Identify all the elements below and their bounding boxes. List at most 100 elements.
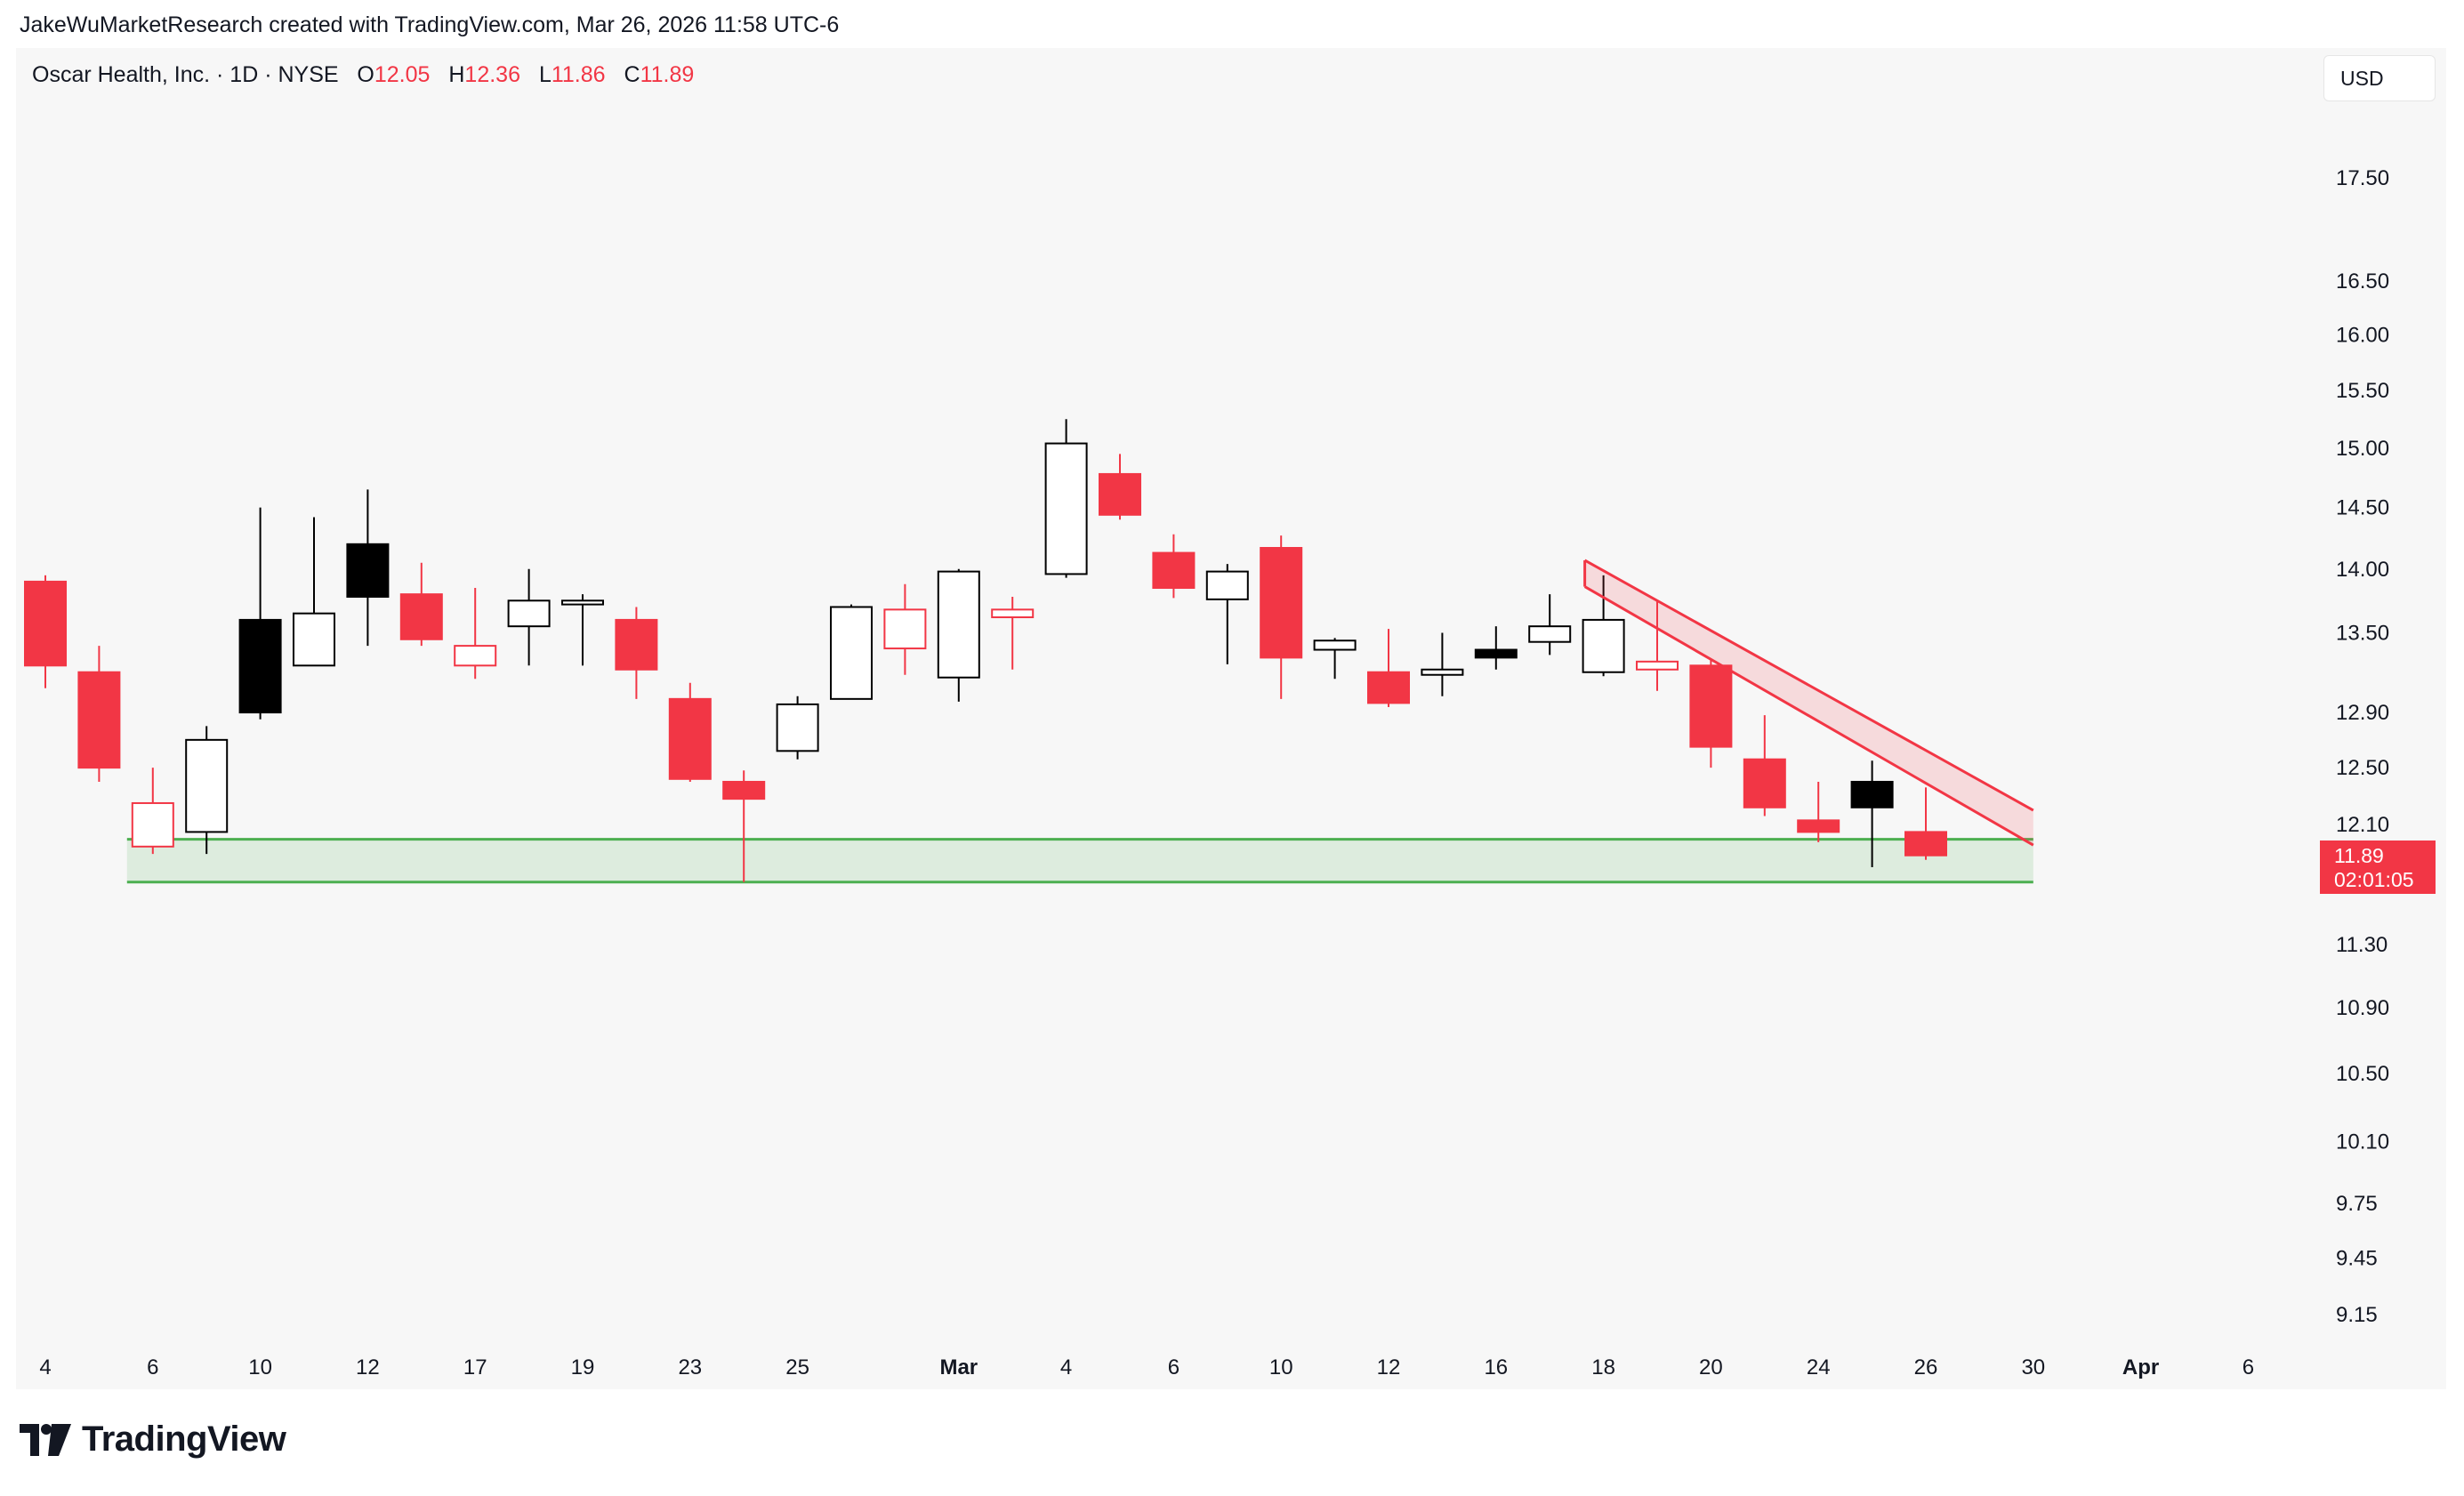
candle bbox=[131, 768, 174, 855]
candle bbox=[937, 568, 980, 702]
candle bbox=[830, 604, 873, 700]
candle-body bbox=[1904, 831, 1947, 857]
price-tick-label: 12.10 bbox=[2336, 813, 2389, 837]
time-tick-label: 12 bbox=[356, 1355, 380, 1379]
candle bbox=[1367, 629, 1410, 707]
candle bbox=[1850, 760, 1894, 868]
candles-layer bbox=[24, 419, 1947, 882]
bar-countdown: 02:01:05 bbox=[2334, 868, 2414, 891]
price-tick-label: 15.00 bbox=[2336, 437, 2389, 461]
candle bbox=[776, 696, 819, 760]
candle bbox=[77, 646, 121, 782]
candle bbox=[1636, 600, 1679, 691]
candle-body bbox=[937, 570, 980, 679]
price-tick-label: 16.50 bbox=[2336, 269, 2389, 294]
candle-body bbox=[1582, 618, 1625, 673]
descending-channel-fill bbox=[1584, 559, 2033, 846]
time-tick-label: 6 bbox=[2243, 1355, 2254, 1379]
candle bbox=[883, 583, 927, 675]
candle bbox=[1904, 787, 1947, 860]
price-tick-label: 14.00 bbox=[2336, 558, 2389, 582]
time-tick-label: 19 bbox=[571, 1355, 595, 1379]
channel-layer bbox=[1583, 559, 2034, 847]
price-tick-label: 10.50 bbox=[2336, 1062, 2389, 1086]
high-value: 12.36 bbox=[464, 62, 520, 87]
time-tick-label: 4 bbox=[39, 1355, 51, 1379]
support-zone bbox=[126, 839, 2033, 882]
candle-body bbox=[507, 599, 551, 628]
candle-body bbox=[561, 599, 604, 606]
high-label: H bbox=[448, 62, 465, 87]
candle bbox=[399, 562, 443, 647]
last-price: 11.89 bbox=[2334, 844, 2384, 867]
price-tick-label: 9.15 bbox=[2336, 1303, 2378, 1327]
candle bbox=[615, 607, 658, 699]
annotation-layer bbox=[126, 838, 2033, 884]
candle-body bbox=[991, 608, 1035, 619]
candle-body bbox=[24, 580, 67, 667]
price-tick-label: 10.10 bbox=[2336, 1130, 2389, 1154]
candle-body bbox=[1797, 819, 1840, 833]
candle bbox=[1743, 715, 1786, 816]
price-tick-label: 14.50 bbox=[2336, 496, 2389, 520]
candle bbox=[668, 682, 712, 782]
candle-body bbox=[830, 606, 873, 700]
candle-body bbox=[1099, 472, 1141, 516]
tradingview-brand[interactable]: TradingView bbox=[20, 1420, 286, 1460]
candle-body bbox=[1421, 668, 1464, 676]
time-tick-label: 24 bbox=[1807, 1355, 1831, 1379]
candle bbox=[454, 588, 497, 680]
candle-body bbox=[1636, 660, 1679, 671]
chart-attribution: JakeWuMarketResearch created with Tradin… bbox=[20, 12, 840, 37]
time-tick-label: 10 bbox=[1269, 1355, 1293, 1379]
candle bbox=[1313, 638, 1357, 680]
time-tick-label: 12 bbox=[1377, 1355, 1401, 1379]
currency-button[interactable]: USD bbox=[2323, 55, 2436, 101]
candle bbox=[1528, 594, 1572, 656]
candle-body bbox=[77, 671, 121, 769]
tradingview-logo-icon bbox=[20, 1423, 71, 1456]
candle bbox=[293, 517, 335, 667]
symbol-name: Oscar Health, Inc. · 1D · NYSE bbox=[32, 62, 339, 87]
candle-body bbox=[722, 780, 766, 800]
time-tick-label: 18 bbox=[1591, 1355, 1615, 1379]
price-axis: 17.50 16.50 16.00 15.50 15.00 14.50 14.00 13.50… bbox=[2336, 166, 2389, 1327]
candle bbox=[1689, 658, 1733, 768]
candle bbox=[1421, 632, 1464, 696]
open-value: 12.05 bbox=[374, 62, 431, 87]
time-tick-label: Apr bbox=[2122, 1355, 2159, 1379]
candle bbox=[1152, 534, 1196, 599]
price-tick-label: 12.90 bbox=[2336, 701, 2389, 725]
candle-body bbox=[185, 738, 229, 833]
candle-body bbox=[1743, 758, 1786, 808]
close-value: 11.89 bbox=[640, 62, 695, 87]
candle-body bbox=[1367, 671, 1410, 704]
candle-body bbox=[399, 593, 443, 640]
price-tick-label: 16.00 bbox=[2336, 324, 2389, 348]
candle-body bbox=[776, 703, 819, 752]
channel-lower-line bbox=[1583, 585, 2034, 847]
time-tick-label: 10 bbox=[248, 1355, 272, 1379]
candle-body bbox=[883, 608, 927, 650]
candle-body bbox=[1850, 780, 1894, 808]
candle bbox=[1474, 626, 1518, 670]
candle-body bbox=[1260, 546, 1303, 659]
candle bbox=[1099, 454, 1141, 520]
time-tick-label: 25 bbox=[785, 1355, 809, 1379]
candle bbox=[238, 507, 282, 720]
price-tick-label: 17.50 bbox=[2336, 166, 2389, 190]
symbol-legend: Oscar Health, Inc. · 1D · NYSE O12.05 H1… bbox=[32, 62, 706, 88]
candle-body bbox=[454, 645, 497, 667]
price-tick-label: 13.50 bbox=[2336, 621, 2389, 645]
candle-body bbox=[1528, 625, 1572, 643]
low-label: L bbox=[538, 62, 552, 87]
candle bbox=[346, 489, 390, 647]
candle bbox=[561, 594, 604, 666]
candle-body bbox=[1474, 648, 1518, 659]
candle bbox=[1582, 575, 1625, 677]
chart-panel[interactable] bbox=[16, 48, 2446, 1389]
candle-body bbox=[131, 801, 174, 848]
candle-body bbox=[238, 618, 282, 714]
brand-name: TradingView bbox=[82, 1420, 286, 1459]
